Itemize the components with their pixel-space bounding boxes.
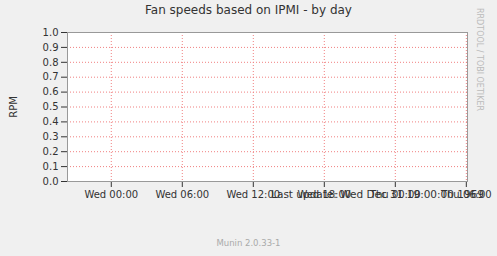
svg-text:0.5: 0.5 bbox=[43, 101, 59, 112]
html-text:Last update: Wed Dec 31 19:00:: Last update: Wed Dec 31 19:00:00 1969 bbox=[271, 188, 484, 200]
html-text:Fan speeds based on IPMI - by: Fan speeds based on IPMI - by day bbox=[145, 3, 352, 17]
svg-text:0.6: 0.6 bbox=[43, 86, 59, 97]
svg-text:0.9: 0.9 bbox=[43, 42, 59, 53]
svg-text:0.3: 0.3 bbox=[43, 131, 59, 142]
svg-text:Wed 00:00: Wed 00:00 bbox=[84, 189, 138, 200]
svg-text:1.0: 1.0 bbox=[43, 27, 59, 38]
svg-text:0.0: 0.0 bbox=[43, 176, 59, 187]
svg-text:0.2: 0.2 bbox=[43, 146, 59, 157]
svg-text:RPM: RPM bbox=[8, 96, 19, 118]
svg-text:0.1: 0.1 bbox=[43, 161, 59, 172]
svg-text:Wed 12:00: Wed 12:00 bbox=[226, 188, 281, 200]
html-text:Munin 2.0.33-1: Munin 2.0.33-1 bbox=[216, 238, 281, 248]
svg-text:0.8: 0.8 bbox=[43, 57, 59, 68]
svg-text:0.4: 0.4 bbox=[43, 116, 59, 127]
html-text:RRDTOOL / TOBI OETIKER: RRDTOOL / TOBI OETIKER bbox=[475, 8, 484, 111]
svg-text:0.7: 0.7 bbox=[43, 71, 59, 82]
svg-text:Wed 06:00: Wed 06:00 bbox=[155, 189, 209, 200]
